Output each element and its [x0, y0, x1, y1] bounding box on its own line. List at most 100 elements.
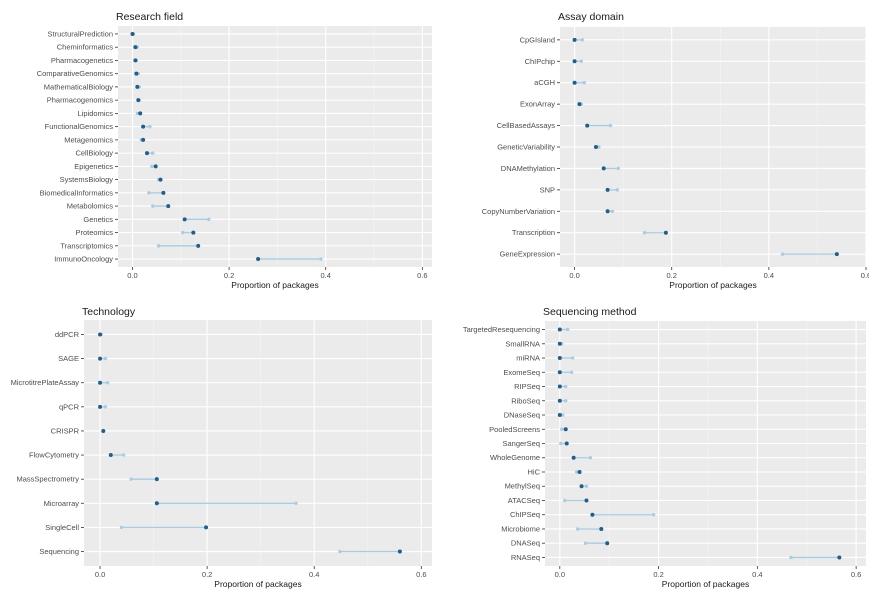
y-tick-label: Metagenomics — [64, 135, 113, 144]
range-end-point — [575, 527, 580, 531]
value-point — [599, 526, 604, 531]
range-end-point — [588, 456, 593, 460]
range-end-point — [338, 549, 342, 554]
range-end-point — [135, 111, 140, 116]
range-end-point — [642, 231, 647, 235]
value-point — [572, 37, 577, 42]
y-tick-label: miRNA — [516, 354, 540, 363]
x-tick-label: 0.6 — [851, 570, 861, 579]
value-point — [397, 549, 402, 554]
range-end-point — [616, 166, 620, 171]
range-end-point — [580, 38, 585, 42]
y-tick-label: CellBasedAssays — [497, 121, 556, 130]
value-point — [572, 59, 577, 64]
value-point — [154, 501, 159, 506]
y-tick-label: MicrotitrePlateAssay — [11, 378, 80, 387]
y-tick-label: CellBiology — [75, 149, 113, 158]
range-end-point — [294, 501, 298, 505]
y-tick-label: PooledScreens — [489, 425, 540, 434]
y-tick-label: CpGIsland — [520, 35, 555, 44]
value-point — [605, 209, 610, 214]
y-tick-label: ExonArray — [520, 100, 555, 109]
range-end-point — [156, 244, 161, 248]
range-end-point — [560, 427, 564, 431]
value-point — [557, 327, 562, 332]
x-tick-label: 0.0 — [95, 570, 105, 579]
range-end-point — [147, 191, 151, 195]
range-end-point — [151, 151, 155, 155]
x-tick-label: 0.6 — [417, 271, 427, 280]
value-point — [196, 243, 201, 248]
range-end-point — [319, 257, 323, 261]
y-tick-label: SangerSeq — [502, 439, 540, 448]
y-tick-label: DNAMethylation — [501, 164, 555, 173]
value-point — [130, 31, 135, 36]
y-tick-label: FunctionalGenomics — [45, 122, 114, 131]
x-tick-label: 0.6 — [861, 271, 869, 280]
range-end-point — [584, 484, 589, 488]
range-end-point — [610, 209, 615, 213]
range-end-point — [651, 513, 656, 517]
y-tick-label: ddPCR — [55, 330, 80, 339]
range-end-point — [574, 470, 579, 474]
y-tick-label: qPCR — [59, 402, 80, 411]
value-point — [144, 151, 149, 156]
chart-panel-2: 0.0 0.2 0.4 0.6 ddPCR SAGE MicrotitrePlateAssa… — [11, 306, 432, 589]
x-tick-label: 0.4 — [309, 570, 319, 579]
panel-title: Research field — [116, 11, 183, 23]
range-end-point — [151, 204, 155, 208]
y-tick-label: SAGE — [58, 354, 79, 363]
y-tick-label: RNASeq — [511, 553, 540, 562]
y-tick-label: StructuralPrediction — [48, 29, 113, 38]
x-tick-label: 0.4 — [321, 271, 331, 280]
y-tick-label: HiC — [528, 467, 541, 476]
value-point — [134, 71, 139, 76]
y-tick-label: aCGH — [534, 78, 555, 87]
y-tick-label: FlowCytometry — [29, 451, 79, 460]
y-tick-label: SmallRNA — [505, 339, 540, 348]
value-point — [837, 555, 842, 560]
value-point — [557, 398, 562, 403]
value-point — [154, 477, 159, 482]
x-tick-label: 0.0 — [569, 271, 579, 280]
x-tick-label: 0.4 — [752, 570, 762, 579]
y-tick-label: GeneticVariability — [497, 143, 555, 152]
value-point — [166, 204, 171, 209]
value-point — [138, 111, 143, 116]
y-tick-label: DNaseSeq — [504, 411, 540, 420]
value-point — [601, 166, 606, 171]
x-tick-label: 0.2 — [666, 271, 676, 280]
chart-panel-3: 0.0 0.2 0.4 0.6 TargetedResequencing SmallRNA… — [463, 306, 866, 589]
y-tick-label: RIPSeq — [514, 382, 540, 391]
range-end-point — [129, 477, 133, 481]
value-point — [557, 413, 562, 418]
chart-panel-1: 0.0 0.2 0.4 0.6 CpGIsland ChIPchip aCGH ExonArr… — [482, 11, 869, 290]
value-point — [158, 177, 163, 182]
y-tick-label: RiboSeq — [511, 396, 540, 405]
x-tick-label: 0.6 — [416, 570, 426, 579]
x-tick-label: 0.2 — [202, 570, 212, 579]
y-tick-label: Cheminformatics — [57, 43, 114, 52]
range-end-point — [103, 356, 108, 361]
value-point — [161, 190, 166, 195]
panel-title: Technology — [82, 306, 136, 318]
range-end-point — [119, 525, 124, 530]
range-end-point — [579, 59, 584, 63]
y-tick-label: TargetedResequencing — [463, 325, 540, 334]
x-tick-label: 0.0 — [127, 271, 137, 280]
y-tick-label: Microbiome — [501, 524, 540, 533]
y-tick-label: ChIPSeq — [510, 510, 540, 519]
value-point — [98, 356, 103, 361]
value-point — [204, 525, 209, 530]
range-end-point — [559, 441, 563, 446]
y-tick-label: SNP — [540, 185, 555, 194]
y-tick-label: DNASeq — [511, 539, 540, 548]
panel-title: Assay domain — [558, 11, 624, 23]
value-point — [98, 332, 103, 337]
y-tick-label: SystemsBiology — [60, 175, 114, 184]
value-point — [579, 484, 584, 489]
y-tick-label: WholeGenome — [490, 453, 540, 462]
y-tick-label: MathematicalBiology — [44, 82, 113, 91]
y-tick-label: ExomeSeq — [503, 368, 540, 377]
value-point — [98, 404, 103, 409]
